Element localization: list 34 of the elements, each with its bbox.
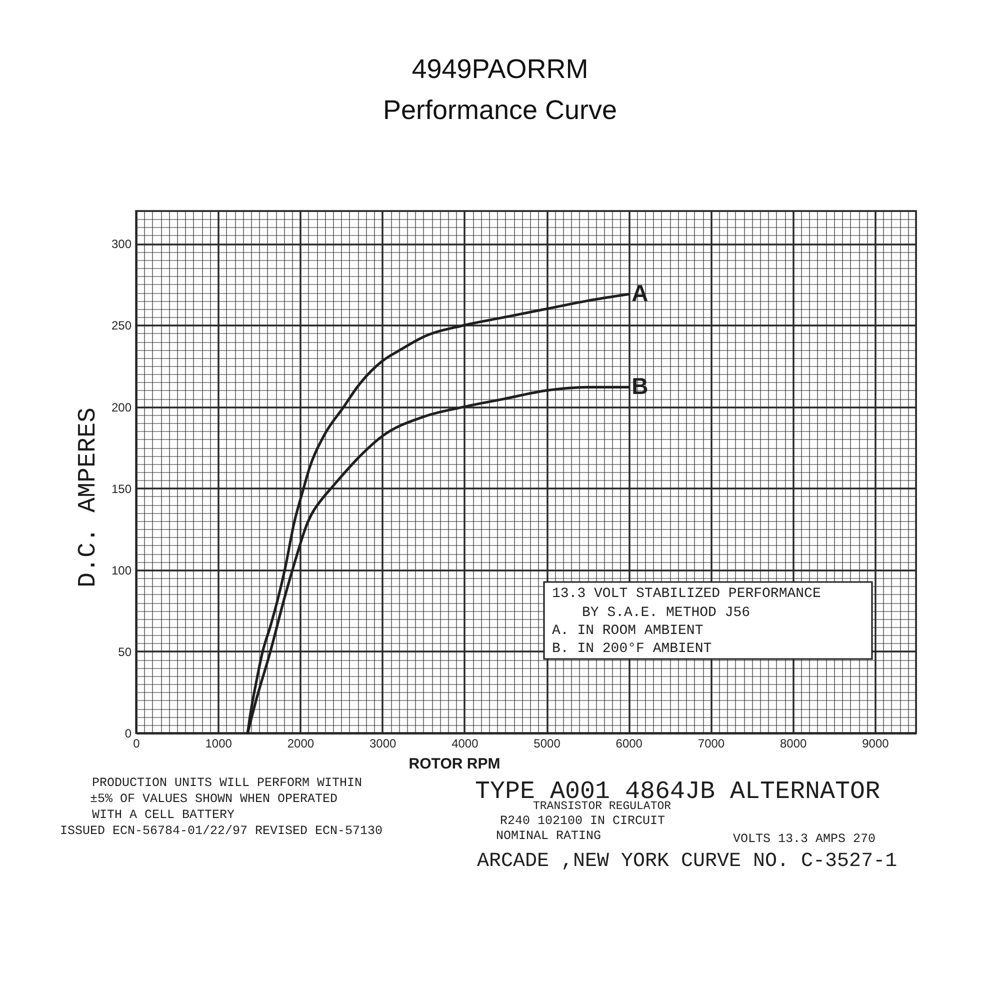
y-tick-label: 200 [111, 400, 132, 414]
x-tick-label: 1000 [205, 736, 232, 750]
text: PRODUCTION UNITS WILL PERFORM WITHIN [92, 776, 362, 790]
x-tick-label: 9000 [862, 736, 890, 750]
y-tick-label: 250 [111, 318, 132, 333]
text: ±5% OF VALUES SHOWN WHEN OPERATED [90, 792, 338, 806]
annotation: BY S.A.E. METHOD J56 [582, 605, 750, 621]
x-tick-label: 6000 [616, 736, 643, 750]
text: ISSUED ECN-56784-01/22/97 REVISED ECN-57130 [60, 824, 383, 838]
text: NOMINAL RATING [496, 829, 602, 843]
text: WITH A CELL BATTERY [92, 808, 236, 822]
chart-title: 4949PAORRM [412, 54, 588, 84]
chart-subtitle: Performance Curve [382, 95, 618, 125]
x-axis-title: ROTOR RPM [408, 756, 500, 772]
x-tick-label: 8000 [780, 736, 808, 750]
annotation: B. IN 200°F AMBIENT [552, 641, 712, 657]
text: TRANSISTOR REGULATOR [533, 800, 672, 813]
y-tick-label: 50 [118, 644, 132, 659]
y-tick-label: 100 [111, 563, 132, 578]
y-tick-label: 150 [111, 482, 132, 496]
x-tick-label: 7000 [698, 736, 725, 750]
text: ARCADE ,NEW YORK CURVE NO. C-3527-1 [477, 850, 898, 873]
x-tick-label: 2000 [287, 736, 314, 750]
annotation: 13.3 VOLT STABILIZED PERFORMANCE [552, 586, 821, 602]
annotation: A. IN ROOM AMBIENT [552, 623, 704, 639]
x-tick-label: 4000 [452, 736, 479, 750]
x-tick-label: 0 [133, 736, 140, 750]
text: VOLTS 13.3 AMPS 270 [733, 832, 876, 846]
text: R240 102100 IN CIRCUIT [500, 814, 666, 828]
y-tick-label: 0 [124, 726, 132, 740]
x-tick-label: 5000 [534, 736, 561, 750]
x-tick-label: 3000 [369, 736, 396, 750]
y-axis-title: D.C. AMPERES [74, 407, 102, 588]
y-tick-label: 300 [111, 237, 132, 252]
